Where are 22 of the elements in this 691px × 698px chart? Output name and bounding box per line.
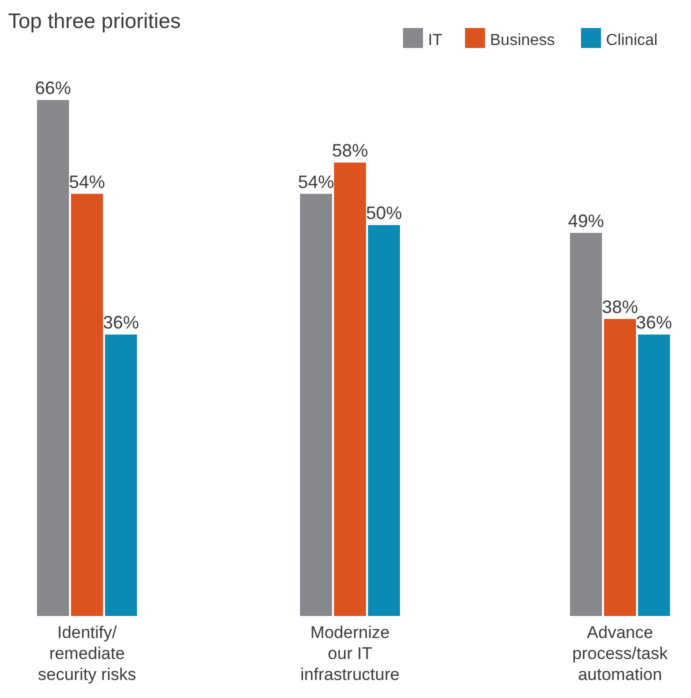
- data-label: 36%: [636, 312, 672, 333]
- data-label: 36%: [102, 312, 140, 333]
- x-tick-label: Identify/ remediate security risks: [38, 623, 136, 684]
- data-label: 54%: [68, 172, 106, 192]
- bar: [105, 334, 137, 616]
- legend-label: Clinical: [606, 32, 658, 49]
- bar: [570, 232, 602, 616]
- data-label: 58%: [332, 140, 368, 161]
- bar: [71, 194, 103, 616]
- bar: [604, 318, 636, 616]
- data-label: 49%: [568, 210, 604, 231]
- data-label: 54%: [298, 172, 334, 192]
- bar: [638, 334, 670, 616]
- chart-title: Top three priorities: [8, 10, 181, 33]
- legend-label: IT: [428, 32, 442, 49]
- data-label: 38%: [602, 296, 638, 317]
- data-label: 50%: [366, 203, 402, 224]
- data-label: 66%: [34, 78, 72, 98]
- x-tick-label: Modernize our IT infrastructure: [300, 623, 400, 684]
- x-tick-label: Advance process/task automation: [572, 623, 668, 684]
- bar: [37, 100, 69, 616]
- legend-label: Business: [490, 32, 555, 49]
